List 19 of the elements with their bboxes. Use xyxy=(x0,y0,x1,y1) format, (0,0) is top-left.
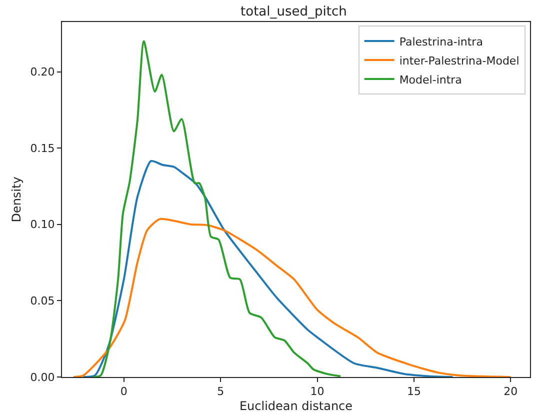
x-tick-label: 5 xyxy=(217,385,224,398)
line-series xyxy=(82,160,454,377)
y-tick-label: 0.15 xyxy=(30,142,55,155)
y-tick-label: 0.20 xyxy=(30,66,55,79)
y-axis-title: Density xyxy=(10,176,24,222)
x-tick-label: 0 xyxy=(120,385,128,398)
chart-title: total_used_pitch xyxy=(240,4,347,20)
y-tick-label: 0.10 xyxy=(30,218,55,232)
legend-label: inter-Palestrina-Model xyxy=(399,54,520,68)
x-tick-label: 20 xyxy=(504,385,518,398)
y-tick-label: 0.00 xyxy=(30,370,55,384)
line-series xyxy=(72,218,512,377)
x-axis-title: Euclidean distance xyxy=(239,399,353,414)
x-tick-label: 15 xyxy=(406,385,421,398)
x-tick-label: 10 xyxy=(310,385,324,398)
legend-label: Palestrina-intra xyxy=(399,35,483,48)
line-series xyxy=(92,40,342,377)
legend-label: Model-intra xyxy=(399,73,462,86)
y-tick-label: 0.05 xyxy=(30,294,55,308)
